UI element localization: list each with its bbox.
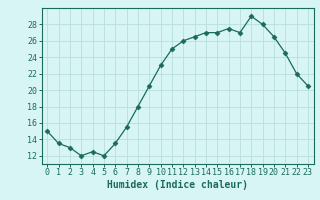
X-axis label: Humidex (Indice chaleur): Humidex (Indice chaleur): [107, 180, 248, 190]
